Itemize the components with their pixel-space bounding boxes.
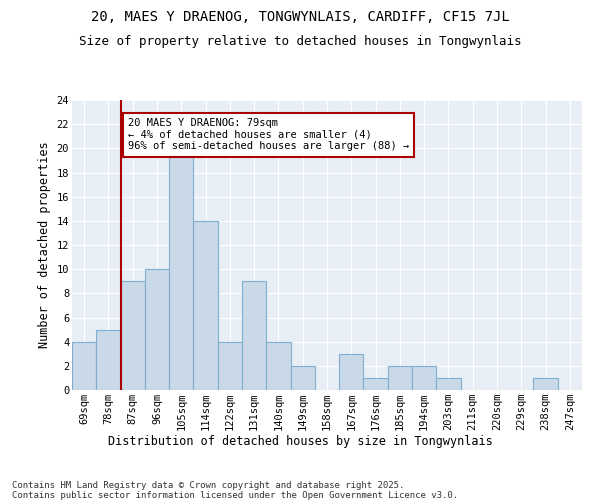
- Text: Size of property relative to detached houses in Tongwynlais: Size of property relative to detached ho…: [79, 35, 521, 48]
- Bar: [266, 342, 290, 390]
- Bar: [412, 366, 436, 390]
- Bar: [193, 221, 218, 390]
- Bar: [339, 354, 364, 390]
- Bar: [388, 366, 412, 390]
- Bar: [72, 342, 96, 390]
- Bar: [242, 281, 266, 390]
- Bar: [169, 148, 193, 390]
- Bar: [364, 378, 388, 390]
- Bar: [96, 330, 121, 390]
- Bar: [145, 269, 169, 390]
- Text: 20 MAES Y DRAENOG: 79sqm
← 4% of detached houses are smaller (4)
96% of semi-det: 20 MAES Y DRAENOG: 79sqm ← 4% of detache…: [128, 118, 409, 152]
- Bar: [290, 366, 315, 390]
- Text: 20, MAES Y DRAENOG, TONGWYNLAIS, CARDIFF, CF15 7JL: 20, MAES Y DRAENOG, TONGWYNLAIS, CARDIFF…: [91, 10, 509, 24]
- Bar: [121, 281, 145, 390]
- Bar: [533, 378, 558, 390]
- Bar: [218, 342, 242, 390]
- Y-axis label: Number of detached properties: Number of detached properties: [38, 142, 51, 348]
- Bar: [436, 378, 461, 390]
- Text: Distribution of detached houses by size in Tongwynlais: Distribution of detached houses by size …: [107, 435, 493, 448]
- Text: Contains HM Land Registry data © Crown copyright and database right 2025.
Contai: Contains HM Land Registry data © Crown c…: [12, 480, 458, 500]
